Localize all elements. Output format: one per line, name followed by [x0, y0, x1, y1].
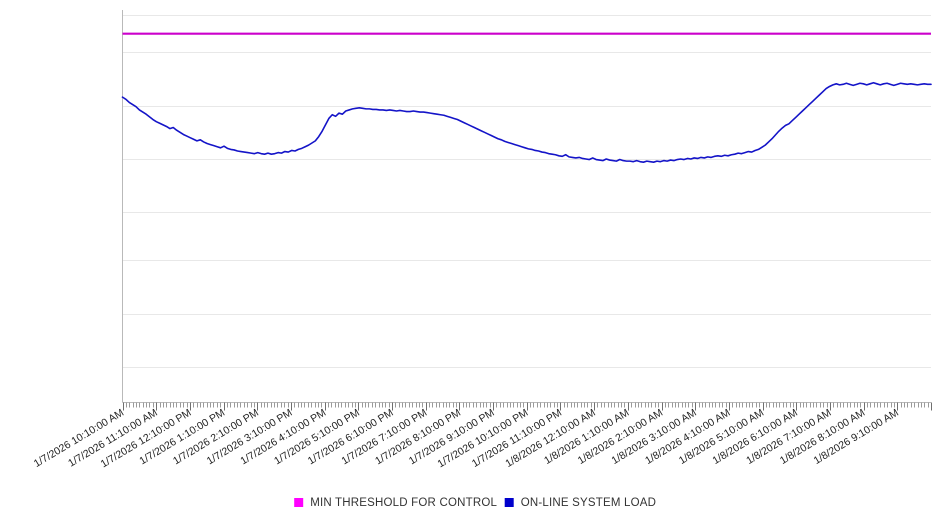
legend-swatch-0[interactable] [294, 498, 304, 507]
legend-swatch-1[interactable] [504, 498, 514, 507]
system-load-line [121, 81, 932, 163]
chart-legend: MIN THRESHOLD FOR CONTROL ON-LINE SYSTEM … [294, 497, 656, 509]
series-system-load [121, 81, 932, 163]
plot-axes [122, 10, 931, 403]
plot-gridlines [122, 15, 931, 368]
legend-label-0[interactable]: MIN THRESHOLD FOR CONTROL [310, 497, 497, 509]
legend-label-1[interactable]: ON-LINE SYSTEM LOAD [521, 497, 656, 509]
x-axis-tick-labels: 1/7/2026 10:10:00 AM1/7/2026 11:10:00 AM… [32, 407, 901, 471]
x-axis-ticks [123, 402, 932, 411]
